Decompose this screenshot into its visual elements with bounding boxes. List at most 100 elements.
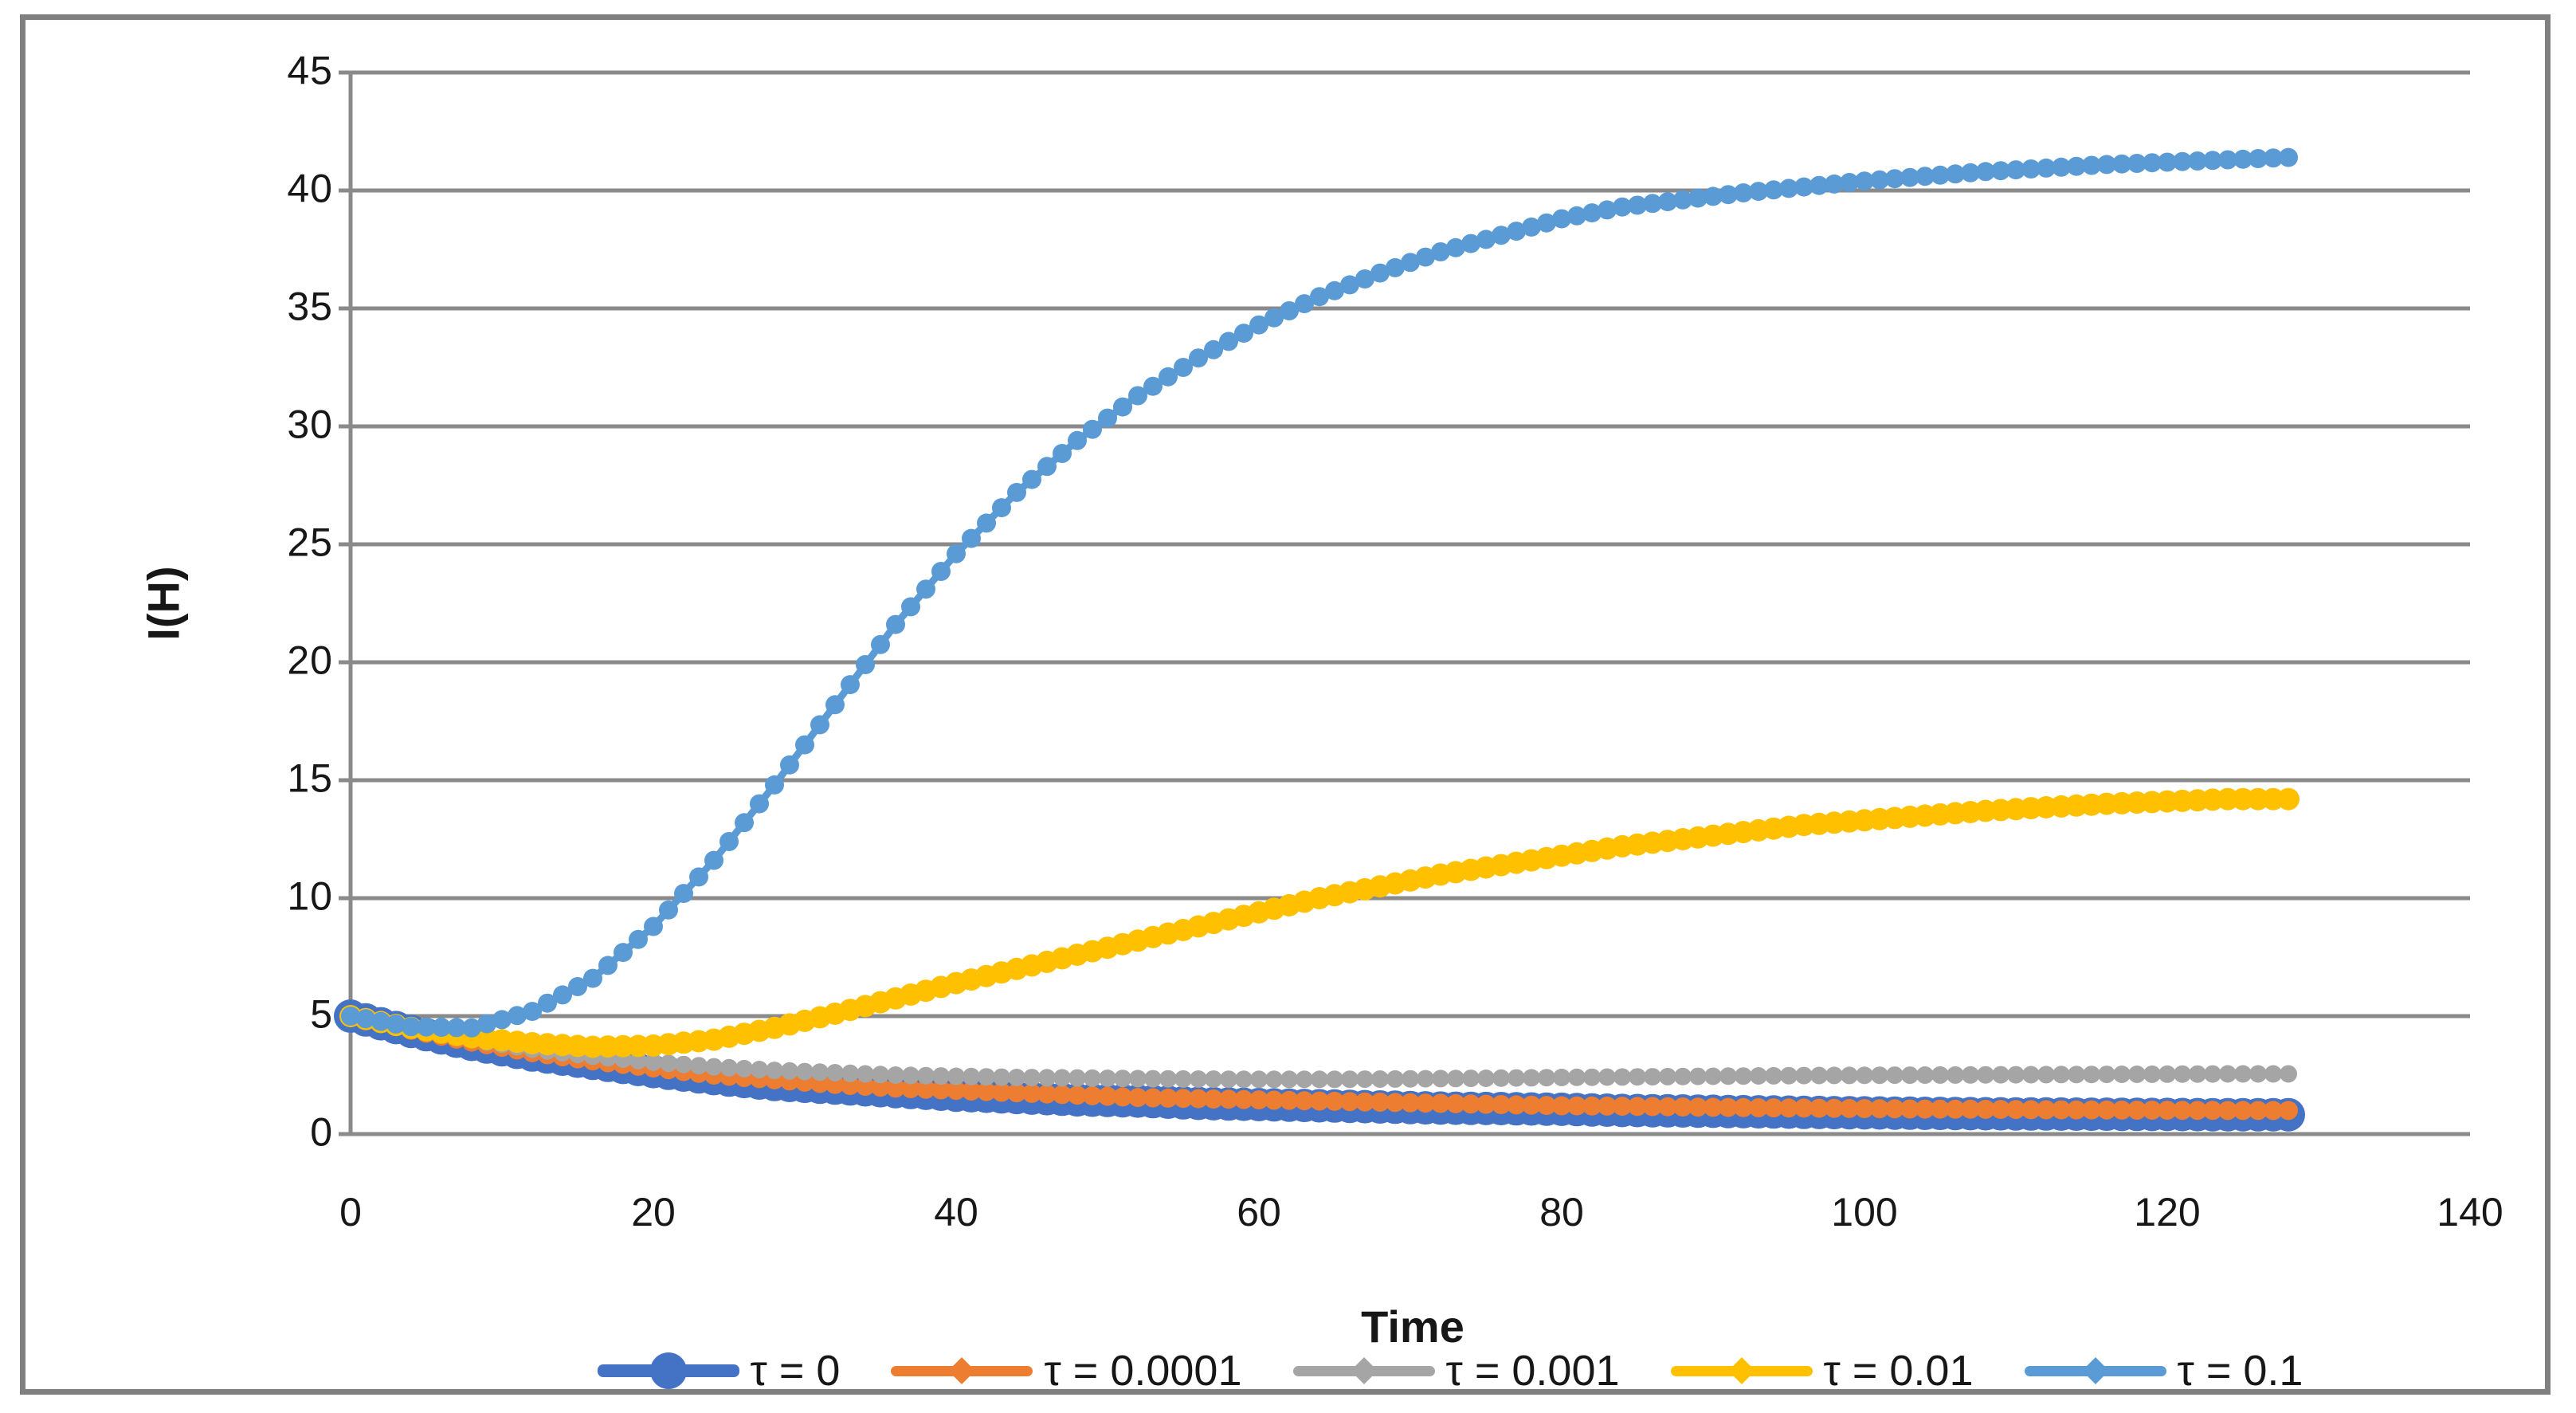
data-point [916,1079,935,1099]
data-point [901,597,920,617]
data-point [1038,1069,1056,1087]
data-point [2022,1066,2040,1084]
data-point [1704,1097,1723,1117]
y-tick-label: 0 [310,1109,333,1155]
data-point [2037,1066,2055,1084]
y-tick-label: 5 [310,991,333,1037]
data-point [796,1062,814,1081]
data-point [872,1066,889,1084]
data-point [1220,1070,1237,1089]
legend-line-sample [1292,1357,1435,1384]
data-point [1386,1070,1404,1088]
data-point [1779,1098,1798,1118]
data-point [1750,1067,1767,1085]
data-point [1099,1070,1116,1087]
data-point [1476,1094,1496,1114]
data-point [947,1067,965,1085]
data-point [1885,169,1904,189]
data-point [2098,1066,2115,1084]
y-tick-label: 30 [287,402,333,447]
data-point [1840,173,1859,192]
data-point [720,1058,738,1077]
data-point [1022,469,1041,489]
data-point [660,1054,677,1073]
data-point [1355,269,1374,288]
data-point [795,735,814,755]
data-point [1582,1096,1602,1116]
legend-marker-diamond-icon [1350,1357,1378,1384]
data-point [1552,1096,1571,1116]
data-point [1370,1093,1390,1112]
data-point [2203,1101,2222,1121]
data-point [1446,1093,1465,1113]
data-point [704,850,723,870]
data-point [887,1066,904,1084]
data-point [583,968,602,988]
data-point [659,900,678,920]
y-tick-label: 15 [287,756,333,801]
data-point [1673,190,1692,210]
data-point [2037,1100,2056,1120]
data-point [1144,1070,1162,1088]
data-point [1128,386,1147,406]
data-point [1461,1094,1480,1114]
data-point [1749,1098,1768,1117]
data-point [856,1077,875,1097]
data-point [1855,1099,1874,1118]
data-point [1386,1093,1405,1113]
data-point [1674,1067,1692,1085]
data-point [1326,1070,1343,1089]
data-point [1355,1092,1374,1112]
data-point [811,1063,829,1081]
data-point [492,1010,512,1030]
data-point [1280,1070,1298,1089]
data-point [1068,1069,1086,1087]
data-point [1628,195,1647,215]
data-point [1567,206,1586,226]
data-point [931,1080,951,1100]
data-point [1084,1069,1101,1087]
data-point [2006,160,2025,180]
data-point [2127,154,2147,173]
data-point [1523,1069,1540,1087]
data-point [2021,159,2041,179]
data-point [2143,1101,2162,1120]
data-point [871,634,890,654]
legend-item-tau-0.001: τ = 0.001 [1292,1346,1620,1395]
data-point [2113,1066,2131,1083]
data-point [1431,1093,1450,1113]
data-point [1825,1066,1843,1085]
y-tick-label: 40 [287,166,333,211]
data-point [2233,1101,2253,1121]
legend-marker-diamond-icon [948,1357,976,1384]
data-point [2082,1100,2101,1120]
data-point [992,1082,1011,1102]
data-point [1764,180,1783,200]
data-point [2264,1101,2283,1121]
data-point [1053,1085,1072,1105]
data-point [675,1055,692,1073]
data-point [2233,149,2253,169]
data-point [2188,151,2207,171]
data-point [871,1077,890,1097]
data-point [1022,1083,1041,1103]
data-point [1840,1098,1859,1118]
data-point [1764,1098,1783,1118]
data-point [841,675,860,695]
data-point [1113,1087,1132,1107]
data-point [1492,226,1511,245]
data-point [1477,1070,1495,1087]
data-point [2174,1065,2191,1083]
data-point [1961,163,1980,183]
data-point [2112,1100,2131,1120]
data-point [2280,1065,2297,1083]
data-point [963,1067,980,1085]
x-tick-label: 100 [1831,1190,1898,1234]
y-tick-label: 45 [287,48,333,93]
data-point [1401,1093,1420,1113]
y-tick-label: 35 [287,284,333,329]
data-point [1553,1069,1570,1086]
data-point [1174,1070,1192,1088]
data-point [1598,1068,1616,1086]
